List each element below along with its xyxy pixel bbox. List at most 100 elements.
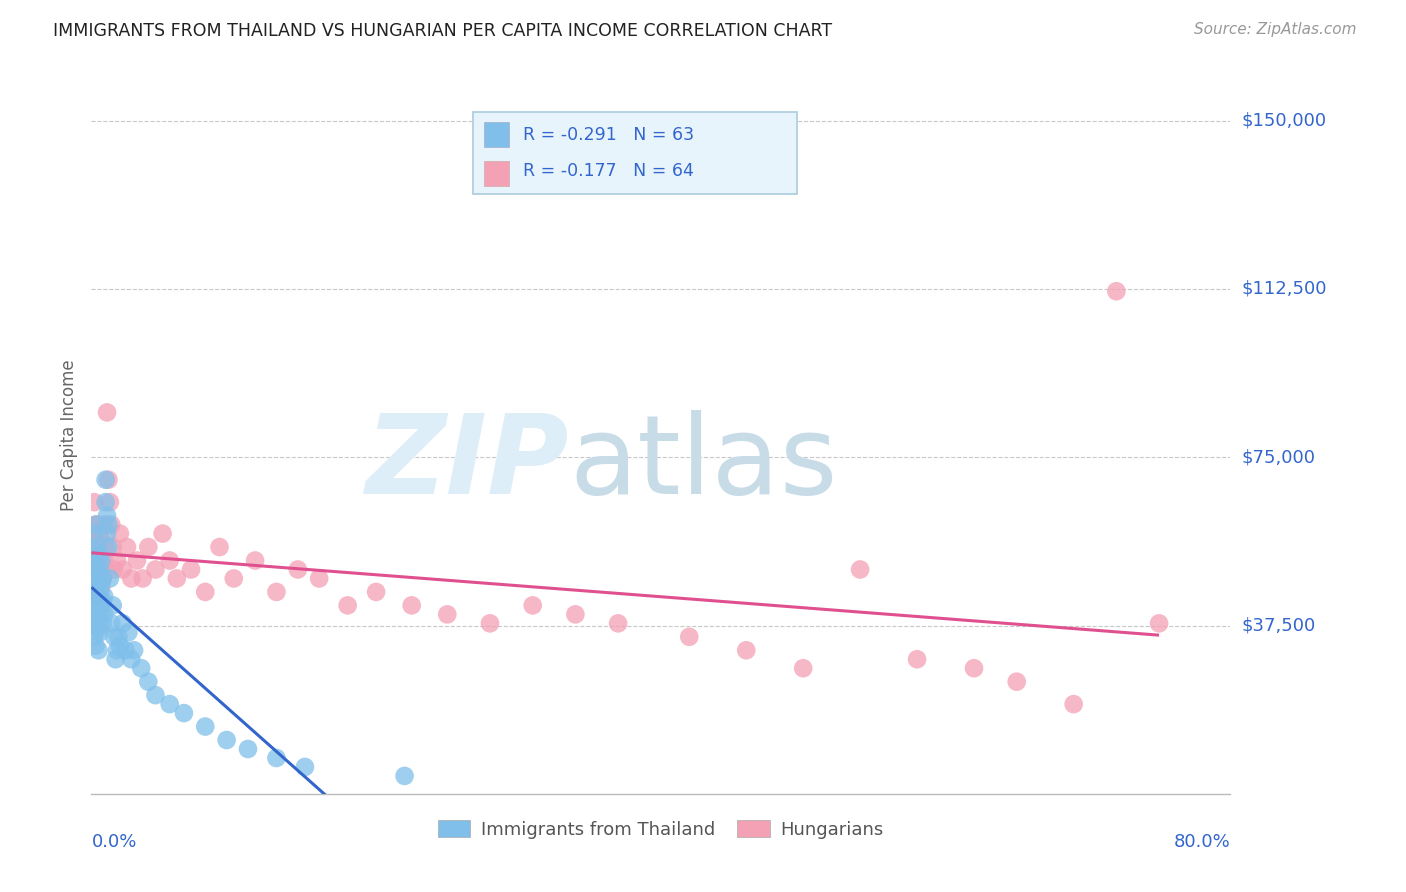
Point [963, 661, 986, 675]
Point [94, 495, 117, 509]
Point [86, 540, 108, 554]
Point [93, 590, 115, 604]
Point [114, 643, 136, 657]
Point [1105, 284, 1128, 298]
Point [90, 599, 112, 613]
Text: 80.0%: 80.0% [1174, 833, 1230, 851]
Point [125, 553, 148, 567]
Point [96, 508, 118, 523]
Point [287, 562, 309, 576]
Point [194, 720, 217, 734]
FancyBboxPatch shape [472, 112, 797, 194]
Point [86, 585, 108, 599]
Point [100, 517, 122, 532]
Point [145, 688, 167, 702]
Point [93, 607, 115, 622]
Point [82, 562, 104, 576]
Point [100, 616, 122, 631]
Point [152, 526, 174, 541]
Point [138, 674, 160, 689]
Text: IMMIGRANTS FROM THAILAND VS HUNGARIAN PER CAPITA INCOME CORRELATION CHART: IMMIGRANTS FROM THAILAND VS HUNGARIAN PE… [53, 22, 832, 40]
Point [308, 571, 330, 585]
Point [84, 517, 107, 532]
Point [222, 571, 245, 585]
Point [159, 553, 181, 567]
Point [131, 571, 153, 585]
Point [243, 553, 266, 567]
Point [208, 540, 231, 554]
Point [98, 495, 121, 509]
Point [89, 607, 111, 622]
Point [82, 616, 104, 631]
Point [117, 625, 139, 640]
Point [103, 562, 125, 576]
Point [120, 652, 142, 666]
Point [266, 585, 288, 599]
Point [108, 526, 131, 541]
Point [166, 571, 188, 585]
Point [107, 630, 129, 644]
Point [564, 607, 586, 622]
Point [93, 553, 115, 567]
Point [104, 652, 127, 666]
Point [97, 517, 120, 532]
Point [84, 639, 107, 653]
Point [87, 621, 110, 635]
Point [194, 585, 217, 599]
Point [86, 562, 108, 576]
Point [105, 553, 128, 567]
Point [266, 751, 288, 765]
Point [94, 473, 117, 487]
Point [83, 630, 105, 644]
Point [1147, 616, 1170, 631]
Point [83, 526, 105, 541]
Point [129, 661, 152, 675]
Point [101, 599, 124, 613]
Point [84, 517, 107, 532]
Point [87, 517, 110, 532]
Point [84, 553, 107, 567]
Point [89, 562, 111, 576]
Point [87, 549, 110, 563]
Point [84, 576, 107, 591]
Point [91, 571, 114, 585]
Point [86, 616, 108, 631]
Text: Source: ZipAtlas.com: Source: ZipAtlas.com [1194, 22, 1357, 37]
Point [91, 535, 114, 549]
Point [90, 576, 112, 591]
Point [87, 553, 110, 567]
Point [173, 706, 195, 720]
Point [83, 590, 105, 604]
FancyBboxPatch shape [484, 122, 509, 147]
Point [401, 599, 423, 613]
Point [91, 594, 114, 608]
Y-axis label: Per Capita Income: Per Capita Income [60, 359, 79, 510]
Point [89, 526, 111, 541]
Point [82, 526, 104, 541]
Point [84, 544, 107, 558]
Text: ZIP: ZIP [366, 410, 569, 517]
Point [91, 616, 114, 631]
Point [108, 639, 131, 653]
Point [1063, 697, 1085, 711]
Point [91, 571, 114, 585]
Point [101, 540, 124, 554]
Point [236, 742, 259, 756]
Point [607, 616, 630, 631]
FancyBboxPatch shape [484, 161, 509, 186]
Point [94, 540, 117, 554]
Point [364, 585, 387, 599]
Point [180, 562, 202, 576]
Point [905, 652, 928, 666]
Point [849, 562, 872, 576]
Text: R = -0.291   N = 63: R = -0.291 N = 63 [523, 126, 695, 144]
Point [115, 540, 138, 554]
Point [93, 517, 115, 532]
Point [138, 540, 160, 554]
Text: $112,500: $112,500 [1241, 280, 1327, 298]
Point [336, 599, 359, 613]
Legend: Immigrants from Thailand, Hungarians: Immigrants from Thailand, Hungarians [430, 814, 891, 846]
Point [145, 562, 167, 576]
Text: 0.0%: 0.0% [91, 833, 136, 851]
Point [86, 535, 108, 549]
